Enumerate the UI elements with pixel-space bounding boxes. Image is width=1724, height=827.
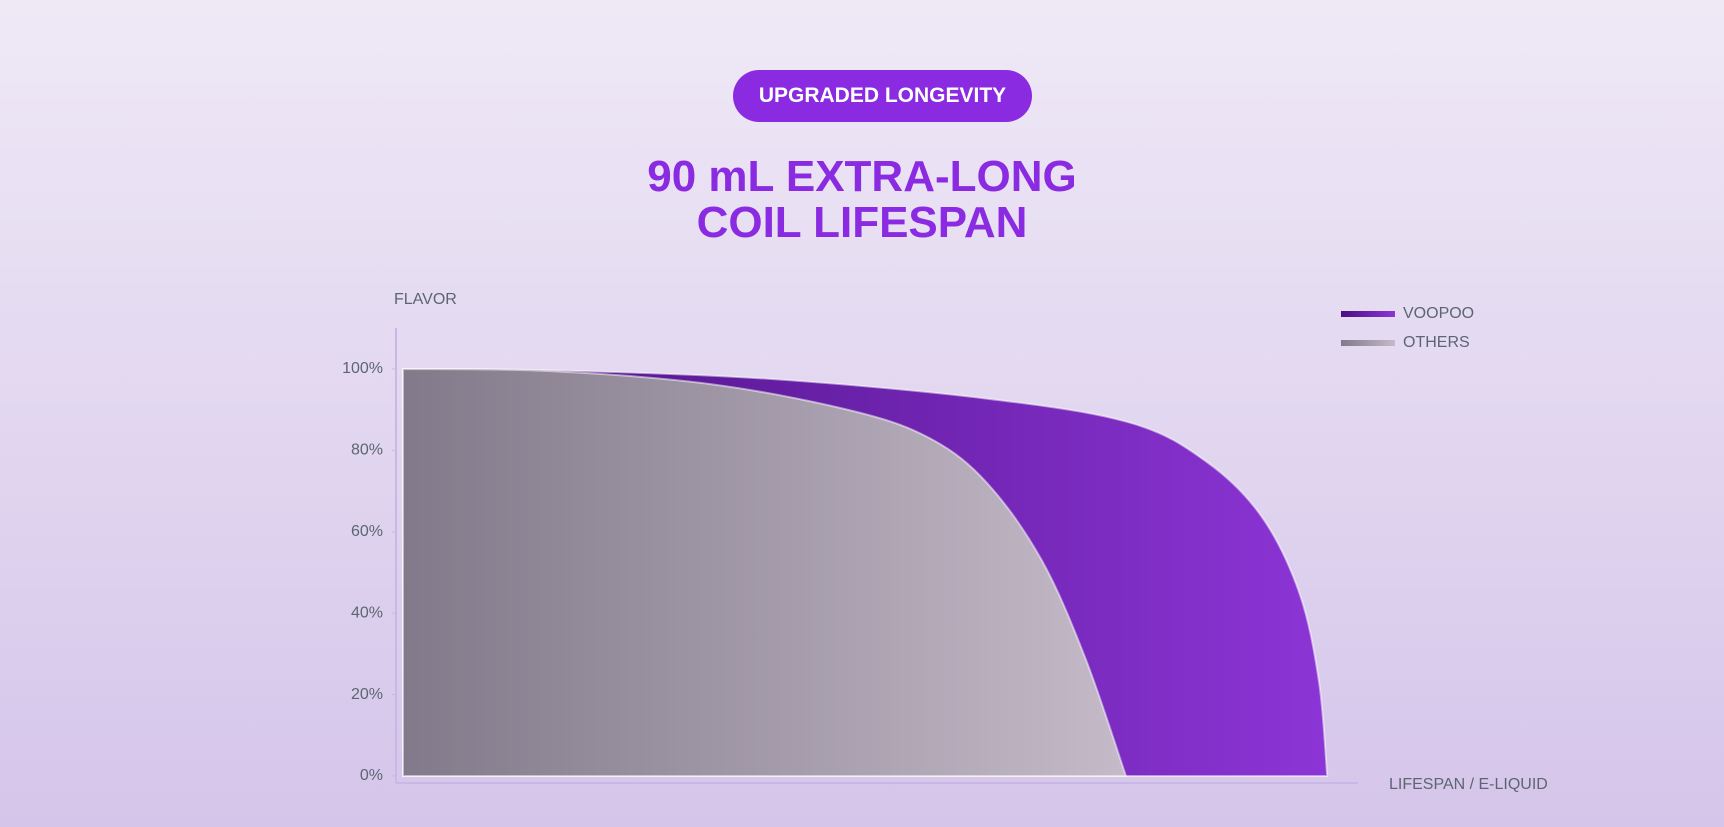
y-tick-label: 80% [351,442,383,459]
title-line: 90 mL EXTRA-LONG [647,152,1077,201]
y-tick-label: 60% [351,523,383,540]
x-axis-label: LIFESPAN / E-LIQUID [1389,776,1548,793]
y-tick-label: 100% [342,360,383,377]
y-axis-label: FLAVOR [394,291,457,308]
area [402,367,1128,777]
badge: UPGRADED LONGEVITY [733,70,1032,122]
title-line: COIL LIFESPAN [696,198,1028,247]
legend-label: OTHERS [1403,334,1470,351]
y-tick-label: 40% [351,604,383,621]
y-tick-label: 20% [351,686,383,703]
y-tick-label: 0% [360,767,383,784]
legend-swatch [1341,340,1395,346]
legend-swatch [1341,311,1395,317]
legend-label: VOOPOO [1403,305,1474,322]
